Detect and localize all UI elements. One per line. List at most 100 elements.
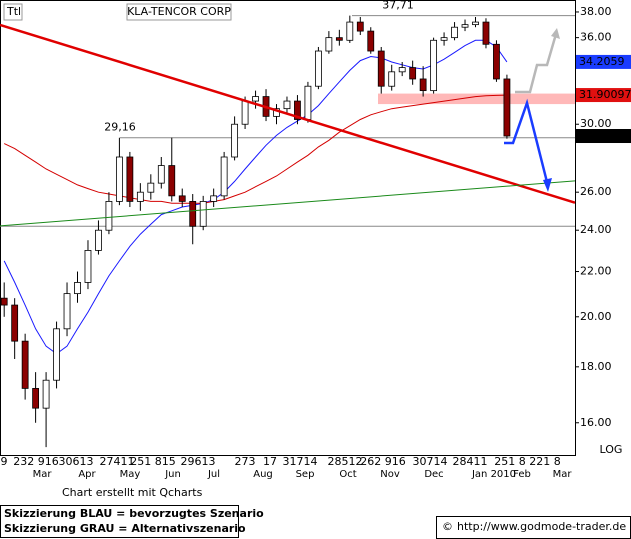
candle-body — [32, 388, 40, 409]
candle-body — [482, 21, 490, 45]
y-tick-label: 38.00 — [580, 5, 612, 18]
candle-body — [11, 304, 19, 342]
moving-average — [3, 94, 507, 204]
y-tick-label: 16.00 — [580, 416, 612, 429]
candle-body — [325, 37, 333, 52]
candle-body — [210, 195, 218, 202]
candle-body — [241, 100, 249, 125]
x-day-label: 30613 — [59, 455, 94, 468]
candle-body — [346, 21, 354, 41]
candle-body — [53, 328, 60, 381]
candle-body — [63, 293, 71, 330]
x-month-label: May — [120, 469, 141, 480]
x-day-label: 262 916 — [360, 455, 406, 468]
x-day-label: 28411 — [453, 455, 488, 468]
candle-body — [21, 340, 29, 389]
candle-body — [440, 37, 448, 41]
candle-body — [189, 201, 197, 227]
candle-body — [356, 21, 364, 32]
x-month-label: Mar — [33, 469, 53, 480]
x-day-label: 273 — [235, 455, 256, 468]
x-month-label: Nov — [380, 469, 400, 480]
candle-body — [377, 50, 385, 87]
price-box — [576, 129, 631, 144]
gray-scenario — [515, 33, 558, 94]
x-day-label: 221 8 — [529, 455, 561, 468]
candle-body — [136, 191, 144, 202]
y-tick-label: 26.00 — [580, 185, 612, 198]
candle-body — [0, 297, 8, 306]
plot-frame — [0, 0, 576, 456]
x-month-label: Oct — [339, 469, 356, 480]
y-tick-label: 30.00 — [580, 117, 612, 130]
candle-body — [430, 39, 438, 92]
candle-body — [231, 123, 239, 158]
legend-box — [0, 505, 239, 538]
candle-body — [472, 21, 479, 26]
x-day-label: 27411 — [100, 455, 135, 468]
legend-entry: Skizzierung GRAU = Alternativszenario — [4, 522, 246, 535]
trendline — [0, 23, 576, 204]
x-day-label: 251 8 — [494, 455, 526, 468]
price-label: 31.90097 — [579, 88, 631, 101]
y-tick-label: 18.00 — [580, 360, 612, 373]
blue-arrowhead — [543, 178, 552, 192]
candle-body — [157, 165, 165, 184]
source: http://www.godmode-trader.de — [457, 520, 626, 533]
candle-body — [388, 71, 396, 87]
footer: Chart erstellt mit Qcharts — [62, 486, 203, 499]
candle-body — [199, 201, 207, 227]
x-month-label: Dec — [424, 469, 443, 480]
candle-body — [126, 156, 134, 202]
scale-label: LOG — [600, 443, 623, 456]
symbol: Ttl — [6, 5, 21, 18]
x-month-label: Apr — [78, 469, 96, 480]
y-tick-label: 36.00 — [580, 31, 612, 44]
candle-body — [95, 229, 102, 251]
candle-body — [398, 67, 406, 73]
resistance-zone — [378, 93, 575, 105]
price-label: 34.2059 — [579, 55, 625, 68]
level-label: 37,71 — [382, 0, 414, 12]
candle-body — [84, 250, 92, 283]
blue-scenario — [504, 98, 550, 187]
candle-body — [419, 78, 427, 92]
price-box — [576, 88, 631, 103]
x-month-label: Jul — [207, 469, 220, 480]
candle-body — [314, 50, 322, 87]
candle-body — [168, 165, 176, 197]
candle-body — [283, 100, 291, 110]
candle-body — [252, 96, 259, 102]
x-day-label: 31714 — [283, 455, 318, 468]
price-box — [576, 54, 631, 69]
candle-body — [220, 156, 228, 197]
chart-title: KLA-TENCOR CORP — [127, 5, 231, 18]
x-day-label: 232 916 — [13, 455, 59, 468]
x-day-label: 251 815 — [130, 455, 176, 468]
trendline — [0, 180, 576, 227]
candle-body — [42, 379, 50, 409]
candle-body — [367, 30, 375, 52]
plot-area: 37,71 29,16 — [0, 0, 576, 448]
symbol-box — [3, 3, 23, 21]
x-day-label: 29613 — [181, 455, 216, 468]
x-day-label: 9 — [1, 455, 8, 468]
candle-body — [74, 282, 81, 295]
candle-body — [409, 67, 417, 80]
y-tick-label: 24.00 — [580, 223, 612, 236]
candle-body — [461, 24, 469, 28]
x-day-label: 30714 — [413, 455, 448, 468]
candle-body — [335, 37, 343, 41]
x-month-label: Sep — [296, 469, 315, 480]
candle-body — [115, 156, 123, 202]
candle-body — [178, 195, 186, 202]
price-label: 29.265 — [579, 129, 618, 142]
candle-body — [451, 26, 458, 39]
candle-body — [503, 78, 511, 137]
copyright-sign: © — [442, 520, 453, 533]
x-day-label: 28512 — [328, 455, 363, 468]
x-day-label: 17 — [263, 455, 277, 468]
candle-body — [147, 182, 155, 193]
candle-body — [105, 201, 113, 231]
